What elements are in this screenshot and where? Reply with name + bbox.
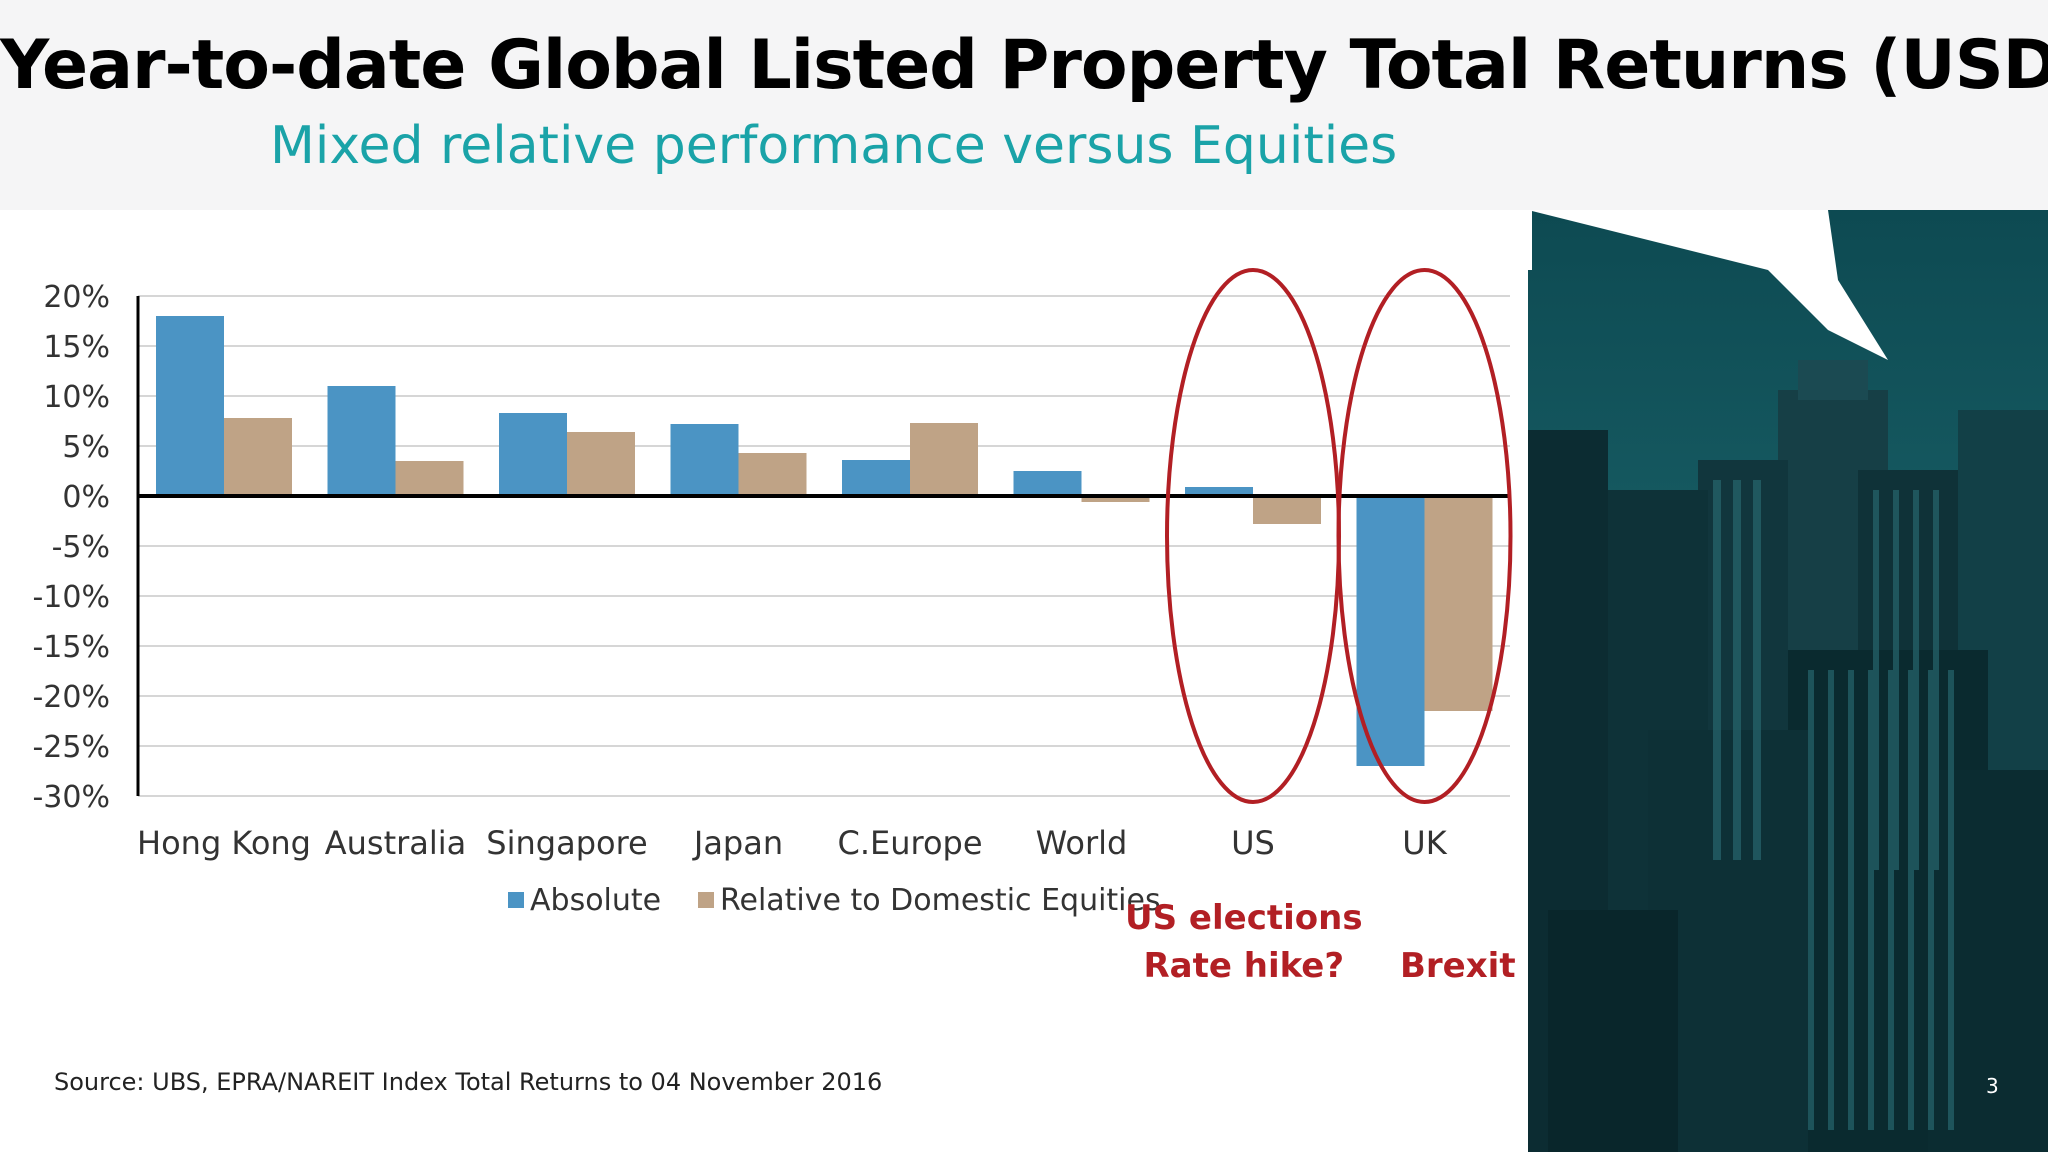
bar-relative xyxy=(1253,496,1321,524)
us-annotation-line1: US elections xyxy=(1125,898,1363,938)
bar-chart: 20% 15% 10% 5% 0% -5% -10% -15% -20% -25% -30% Hong… xyxy=(0,220,1528,1060)
y-tick-label: 0% xyxy=(62,480,110,515)
bar-absolute xyxy=(156,316,224,496)
bar-absolute xyxy=(499,413,567,496)
x-tick-label: Singapore xyxy=(486,824,647,862)
legend-swatch xyxy=(698,892,714,908)
x-tick-label: World xyxy=(1036,824,1128,862)
page-number: 3 xyxy=(1986,1074,1999,1098)
y-tick-label: -25% xyxy=(32,730,110,765)
bar-absolute xyxy=(842,460,910,496)
legend-swatch xyxy=(508,892,524,908)
page-subtitle: Mixed relative performance versus Equiti… xyxy=(270,116,1398,176)
x-tick-label: US xyxy=(1231,824,1275,862)
bar-absolute xyxy=(1013,471,1082,496)
y-tick-label: 20% xyxy=(43,280,110,315)
bar-relative xyxy=(1424,496,1493,711)
us-annotation-line2: Rate hike? xyxy=(1143,946,1345,986)
y-tick-label: -15% xyxy=(32,630,110,665)
highlight-ellipse-uk xyxy=(1336,268,1513,804)
us-annotation: US elections Rate hike? xyxy=(1125,894,1363,990)
x-tick-label: UK xyxy=(1402,824,1447,862)
bar-chart-svg: 20% 15% 10% 5% 0% -5% -10% -15% -20% -25% -30% Hong… xyxy=(32,268,1513,918)
bar-relative xyxy=(738,453,807,496)
uk-annotation: Brexit xyxy=(1400,946,1516,986)
y-tick-label: 5% xyxy=(62,430,110,465)
city-skyline-image xyxy=(1528,210,2048,1152)
y-tick-label: -30% xyxy=(32,780,110,815)
bar-relative xyxy=(1081,496,1150,502)
x-tick-label: Japan xyxy=(692,824,783,862)
source-note: Source: UBS, EPRA/NAREIT Index Total Ret… xyxy=(54,1068,883,1096)
x-tick-label: Hong Kong xyxy=(137,824,311,862)
y-tick-label: -20% xyxy=(32,680,110,715)
y-tick-label: -10% xyxy=(32,580,110,615)
bar-absolute xyxy=(1185,487,1253,496)
y-tick-label: 10% xyxy=(43,380,110,415)
y-tick-label: -5% xyxy=(52,530,110,565)
legend-label: Absolute xyxy=(530,883,661,918)
page-title: Year-to-date Global Listed Property Tota… xyxy=(0,26,2048,105)
bar-absolute xyxy=(1356,496,1425,766)
y-tick-label: 15% xyxy=(43,330,110,365)
bar-relative xyxy=(910,423,978,496)
bar-relative xyxy=(567,432,635,496)
header-band xyxy=(0,0,2048,210)
bar-absolute xyxy=(327,386,396,496)
bar-relative xyxy=(224,418,292,496)
bar-relative xyxy=(395,461,464,496)
x-tick-label: Australia xyxy=(325,824,467,862)
highlight-ellipse-us xyxy=(1165,268,1341,804)
bar-absolute xyxy=(670,424,739,496)
legend-label: Relative to Domestic Equities xyxy=(720,883,1161,918)
x-tick-label: C.Europe xyxy=(837,824,982,862)
